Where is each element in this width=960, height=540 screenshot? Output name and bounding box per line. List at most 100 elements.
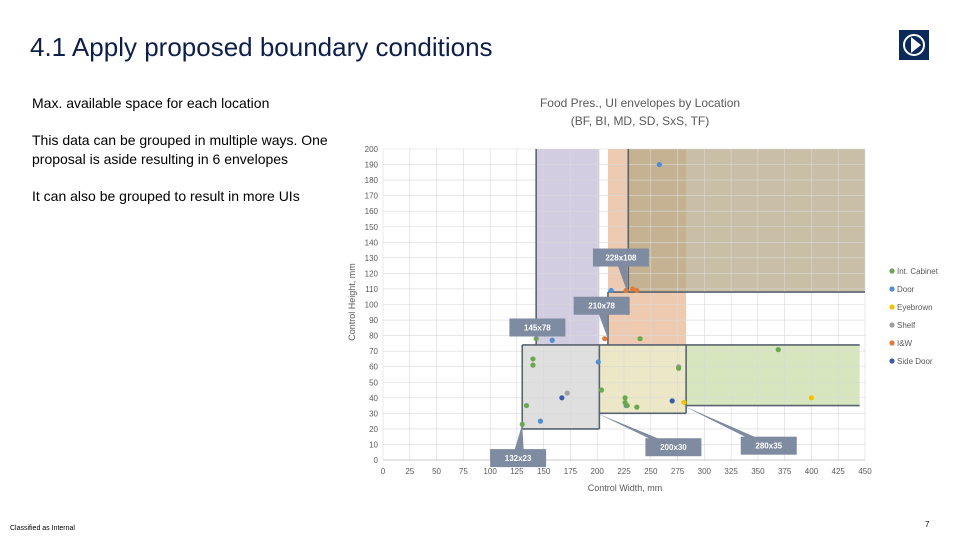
y-tick-label: 60 [369,363,378,372]
paragraph-more-uis: It can also be grouped to result in more… [32,188,300,204]
data-point-door [608,287,614,294]
callout-label: 280x35 [755,442,782,451]
x-tick-label: 350 [751,467,765,476]
y-tick-label: 150 [365,223,379,232]
paragraph-grouping: This data can be grouped in multiple way… [32,132,328,167]
data-point-int-cabinet [624,402,630,409]
envelope-fill-145x78 [536,149,600,345]
data-point-door [549,337,555,343]
y-tick-label: 180 [365,176,379,185]
callout-label: 145x78 [524,323,551,332]
data-point-int-cabinet [676,365,682,371]
data-point-int-cabinet [637,336,643,342]
x-tick-label: 50 [432,467,441,476]
y-tick-label: 120 [365,269,379,278]
legend-label: Side Door [897,357,933,366]
y-tick-label: 170 [365,192,379,201]
x-tick-label: 425 [832,467,846,476]
x-tick-label: 150 [537,467,551,476]
legend-marker [889,268,895,274]
legend-label: Shelf [897,321,916,330]
legend-label: Int. Cabinet [897,267,939,276]
x-tick-label: 325 [724,467,738,476]
envelope-fill-228x108 [628,149,865,293]
envelope-scatter-chart: Food Pres., UI envelopes by Location (BF… [347,96,939,493]
callout-label: 132x23 [505,454,532,463]
x-tick-label: 400 [805,467,819,476]
data-point-door [656,161,662,168]
callout-box [573,296,630,315]
y-tick-label: 10 [369,440,378,449]
data-point-shelf [564,390,570,396]
data-point-i-w [629,286,636,292]
chart-axes: 0 25 50 75 100 125 150 175 200 225 250 275 300 325 350… [365,145,873,476]
legend-marker [889,322,895,328]
y-axis-title: Control Height, mm [347,263,357,341]
callout-pointer [597,413,680,448]
data-point-int-cabinet [519,421,525,427]
y-tick-label: 200 [365,145,379,154]
data-point-int-cabinet [598,387,605,393]
legend-marker [889,286,895,292]
callout-label: 210x78 [588,302,615,311]
data-point-door [595,359,601,365]
data-point-int-cabinet [634,404,640,410]
data-point-eyebrown [681,399,687,406]
y-tick-label: 80 [369,332,378,341]
chart-title-line-2: (BF, BI, MD, SD, SxS, TF) [571,114,709,128]
chart-legend: Int. Cabinet Door Eyebrown Shelf I&W Side Doo… [889,267,939,366]
x-tick-label: 25 [405,467,414,476]
y-tick-label: 50 [369,378,378,387]
body-text: Max. available space for each location T… [32,94,350,224]
brand-logo-icon [899,30,929,60]
x-tick-label: 100 [483,467,497,476]
data-point-side-door [559,395,565,401]
data-point-i-w [602,336,608,342]
data-point-int-cabinet [775,346,781,353]
y-tick-label: 0 [374,456,379,465]
data-point-door [537,418,544,424]
legend-marker [889,340,895,346]
y-tick-label: 20 [369,425,378,434]
chart-title-line-1: Food Pres., UI envelopes by Location [540,96,740,110]
callout-label: 228x108 [605,254,637,263]
data-point-int-cabinet [530,356,536,362]
data-point-i-w [623,287,629,294]
legend-label: Door [897,285,915,294]
y-tick-label: 110 [365,285,378,294]
paragraph-max-space: Max. available space for each location [32,95,270,111]
y-tick-label: 100 [365,301,379,310]
y-tick-label: 30 [369,409,378,418]
x-tick-label: 450 [858,467,872,476]
x-tick-label: 225 [617,467,631,476]
data-point-i-w [634,287,640,294]
y-tick-label: 190 [365,161,379,170]
data-point-int-cabinet [533,336,539,342]
classification-footer: Classified as Internal [10,525,75,532]
data-point-int-cabinet [523,402,530,409]
x-tick-label: 275 [671,467,685,476]
page-number: 7 [925,520,930,529]
x-tick-label: 200 [591,467,605,476]
y-tick-label: 130 [365,254,379,263]
data-point-eyebrown [808,395,815,401]
x-tick-label: 175 [564,467,578,476]
legend-label: Eyebrown [897,303,933,312]
y-tick-label: 90 [369,316,378,325]
callout-box [645,438,702,457]
slide-title: 4.1 Apply proposed boundary conditions [30,32,493,62]
data-point-side-door [669,398,675,404]
y-tick-label: 140 [365,238,379,247]
x-axis-title: Control Width, mm [588,483,663,493]
x-tick-label: 300 [698,467,712,476]
x-tick-label: 375 [778,467,792,476]
legend-marker [889,304,895,310]
x-tick-label: 0 [381,467,386,476]
x-tick-label: 125 [510,467,524,476]
data-point-int-cabinet [622,395,628,401]
y-tick-label: 70 [369,347,378,356]
callout-box [509,318,566,337]
x-tick-label: 250 [644,467,658,476]
callout-box [592,248,649,267]
y-tick-label: 160 [365,207,379,216]
